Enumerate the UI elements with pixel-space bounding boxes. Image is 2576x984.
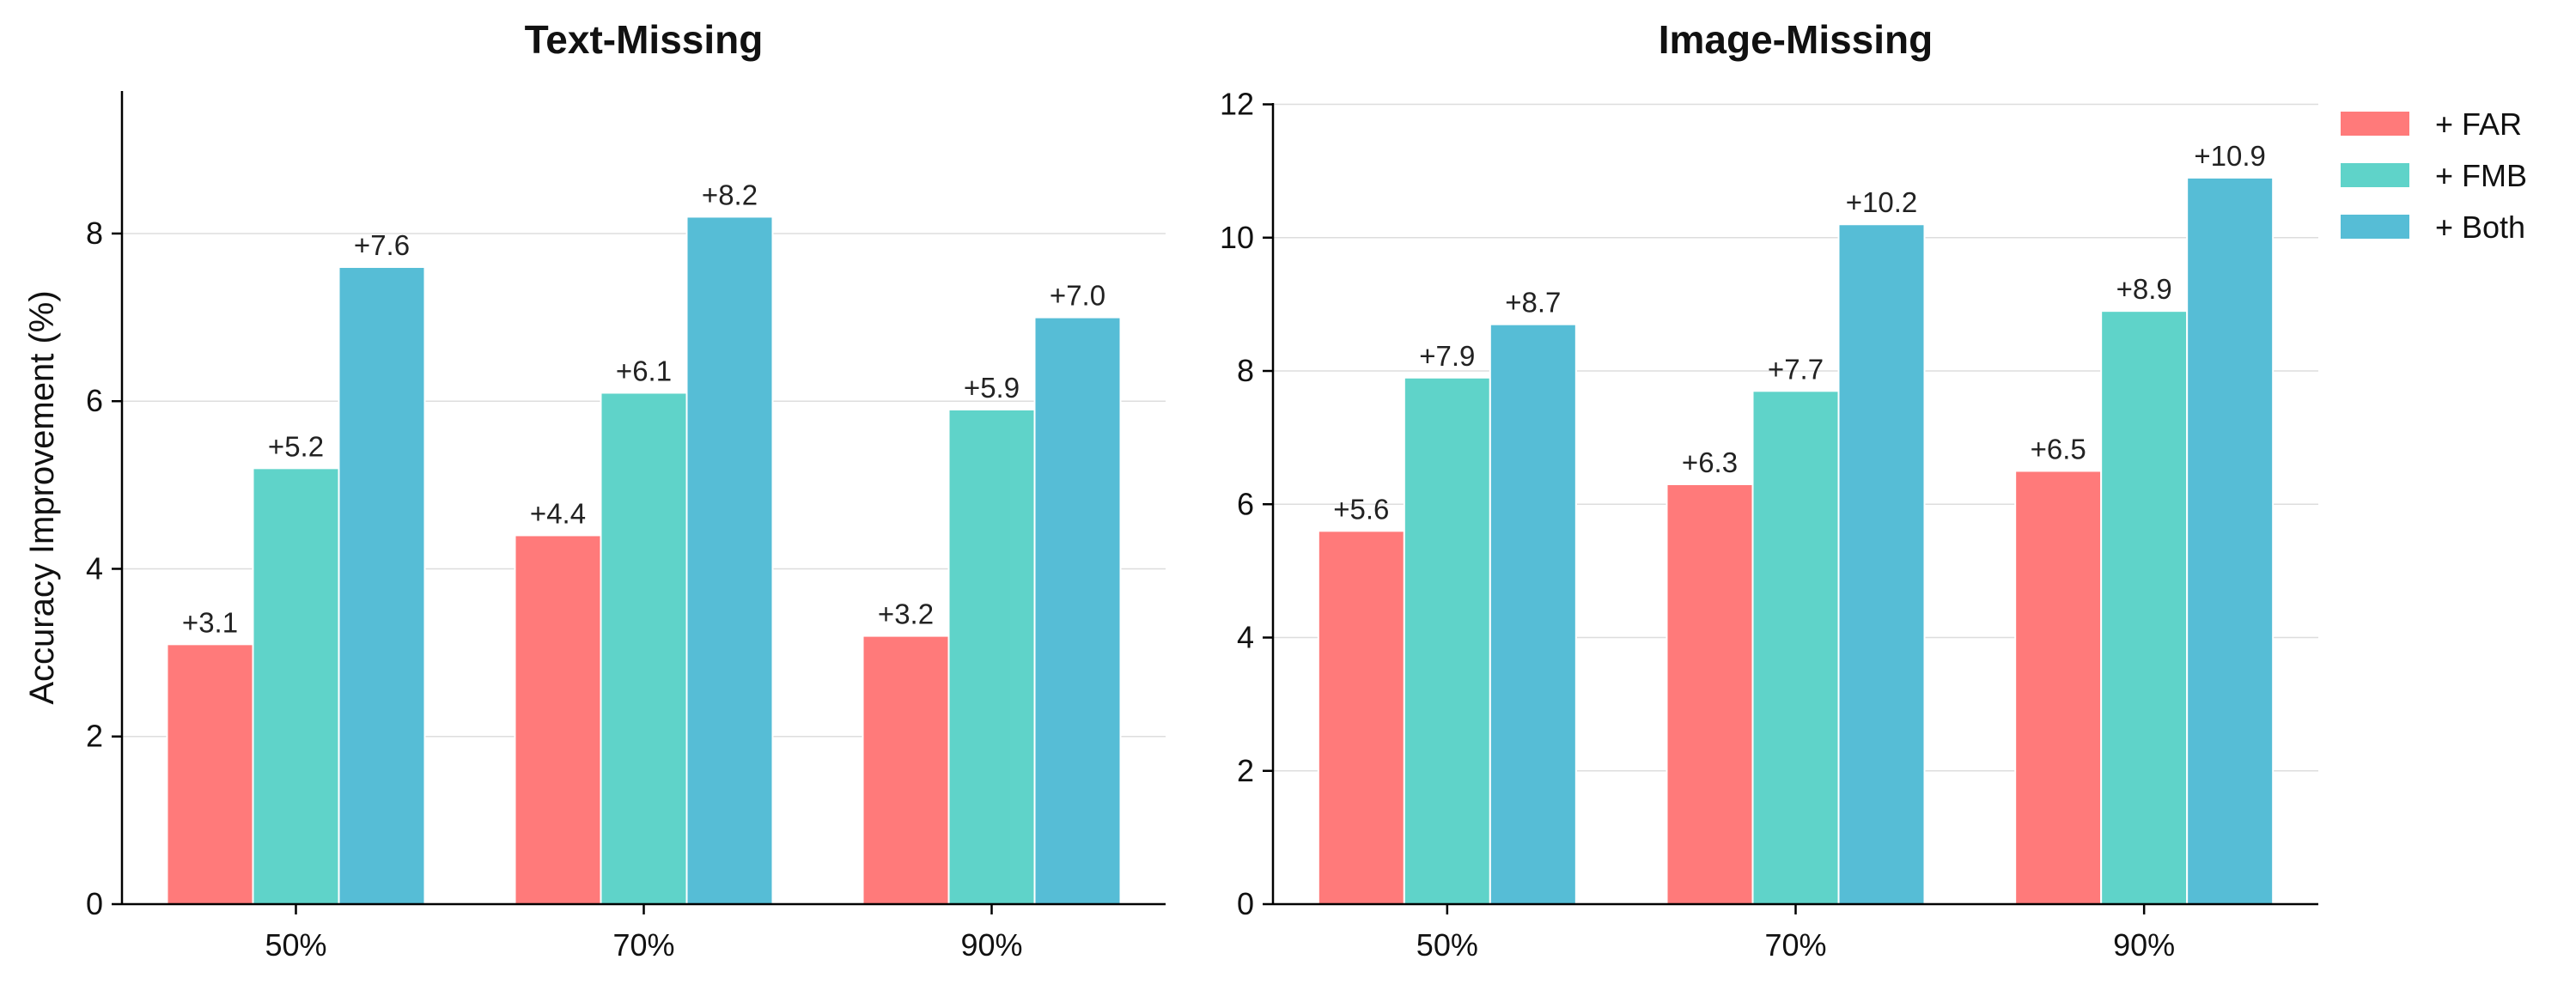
legend-label: + FAR: [2435, 106, 2522, 142]
bar-both-50pct: [338, 266, 426, 905]
y-tick-label: 4: [1237, 620, 1254, 655]
y-tick-label: 8: [86, 216, 103, 251]
x-tick-label: 90%: [960, 927, 1022, 963]
y-axis-label: Accuracy Improvement (%): [23, 290, 61, 704]
data-label: +5.6: [1333, 493, 1389, 525]
y-tick-label: 2: [1237, 753, 1254, 788]
y-tick-label: 6: [86, 383, 103, 418]
legend-swatch-both: [2341, 215, 2409, 239]
chart-panel-text-missing: Text-Missing Accuracy Improvement (%) 0 2 4 6…: [23, 17, 1166, 963]
bar-fmb-90pct: [947, 408, 1036, 905]
bar-both-70pct: [1837, 223, 1926, 905]
data-label: +7.6: [354, 229, 410, 261]
bar-fmb-50pct: [252, 467, 340, 905]
legend-swatch-fmb: [2341, 163, 2409, 187]
chart-title: Text-Missing: [525, 17, 764, 62]
legend-swatch-far: [2341, 112, 2409, 136]
bar-far-70pct: [1666, 483, 1754, 905]
legend: + FAR + FMB + Both: [2341, 106, 2527, 245]
bar-both-70pct: [685, 216, 774, 905]
data-label: +8.7: [1505, 287, 1561, 319]
bar-both-90pct: [1033, 316, 1122, 905]
data-label: +7.0: [1050, 280, 1105, 312]
data-label: +7.7: [1768, 353, 1824, 385]
x-tick-label: 70%: [1764, 927, 1826, 963]
bar-far-90pct: [2014, 470, 2103, 905]
bar-fmb-70pct: [1751, 390, 1840, 905]
bar-both-90pct: [2186, 176, 2275, 905]
data-label: +6.3: [1682, 446, 1738, 478]
data-label: +8.2: [702, 179, 758, 210]
data-label: +10.2: [1846, 186, 1918, 218]
y-tick-label: 2: [86, 719, 103, 754]
data-label: +8.9: [2116, 273, 2172, 305]
bar-both-50pct: [1489, 323, 1577, 906]
chart-panel-image-missing: Image-Missing 0 2 4 6 8 10 12 +5.6 +7.9 +8.7 50% +6.…: [1220, 17, 2318, 963]
y-tick-label: 0: [86, 886, 103, 921]
bar-far-50pct: [166, 643, 254, 905]
y-tick-label: 6: [1237, 486, 1254, 521]
legend-label: + FMB: [2435, 158, 2527, 193]
y-tick-label: 12: [1220, 87, 1254, 122]
data-label: +3.2: [878, 598, 934, 630]
x-tick-label: 90%: [2113, 927, 2175, 963]
legend-label: + Both: [2435, 210, 2525, 245]
y-tick-label: 4: [86, 550, 103, 586]
bar-far-50pct: [1317, 530, 1405, 905]
bar-far-70pct: [514, 534, 602, 905]
bar-fmb-70pct: [600, 392, 688, 905]
data-label: +6.5: [2031, 433, 2086, 465]
chart-title: Image-Missing: [1659, 17, 1934, 62]
bar-far-90pct: [862, 635, 950, 906]
x-tick-label: 50%: [265, 927, 326, 963]
data-label: +4.4: [530, 497, 586, 529]
data-label: +5.2: [268, 430, 324, 462]
x-tick-label: 70%: [612, 927, 674, 963]
x-tick-label: 50%: [1416, 927, 1478, 963]
y-tick-label: 8: [1237, 353, 1254, 388]
data-label: +6.1: [616, 355, 672, 386]
bar-fmb-90pct: [2100, 310, 2189, 905]
y-tick-label: 10: [1220, 220, 1254, 255]
data-label: +3.1: [182, 606, 238, 638]
data-label: +7.9: [1419, 340, 1475, 372]
y-tick-label: 0: [1237, 886, 1254, 921]
data-label: +10.9: [2194, 140, 2266, 172]
bar-fmb-50pct: [1403, 376, 1491, 905]
data-label: +5.9: [964, 372, 1020, 404]
